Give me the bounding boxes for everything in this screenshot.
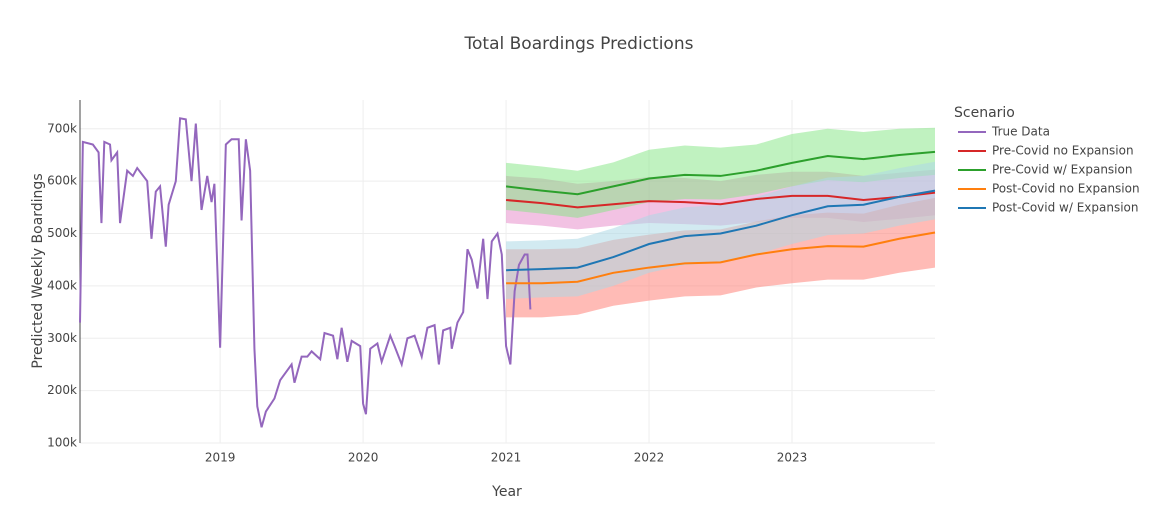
confidence-band (506, 127, 935, 218)
y-tick-label: 700k (47, 121, 77, 135)
series-line (505, 191, 936, 209)
y-tick-label: 400k (47, 278, 77, 292)
legend-title: Scenario (954, 105, 1015, 121)
legend-label: Post-Covid w/ Expansion (992, 201, 1139, 215)
y-axis-title: Predicted Weekly Boardings (30, 173, 46, 368)
y-tick-label: 600k (47, 174, 77, 188)
x-tick-label: 2023 (777, 451, 808, 465)
series-line (505, 150, 936, 196)
legend-label: Pre-Covid w/ Expansion (992, 163, 1132, 177)
legend-label: True Data (991, 125, 1050, 139)
x-axis-title: Year (491, 484, 522, 500)
x-tick-label: 2022 (634, 451, 665, 465)
y-tick-label: 200k (47, 383, 77, 397)
y-tick-label: 100k (47, 436, 77, 450)
x-tick-label: 2021 (491, 451, 522, 465)
y-tick-label: 500k (47, 226, 77, 240)
series-line (79, 117, 532, 428)
x-tick-label: 2020 (348, 451, 379, 465)
legend-label: Pre-Covid no Expansion (992, 144, 1134, 158)
chart-title: Total Boardings Predictions (464, 34, 694, 54)
x-tick-label: 2019 (205, 451, 236, 465)
legend-label: Post-Covid no Expansion (992, 182, 1140, 196)
series-line (506, 189, 936, 272)
series-line (506, 231, 936, 285)
y-tick-label: 300k (47, 331, 77, 345)
